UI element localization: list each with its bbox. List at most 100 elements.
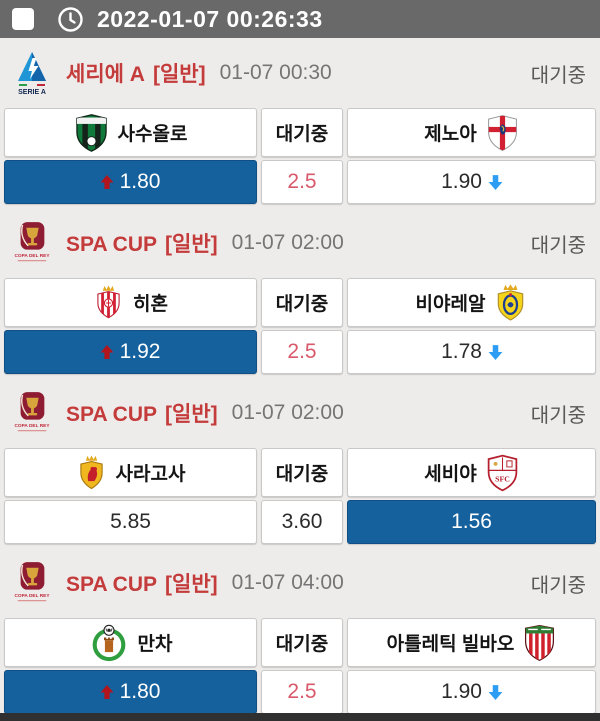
sevilla-logo: SFC	[486, 453, 519, 493]
home-team-cell: 만차	[4, 618, 257, 667]
match-time: 01-07 00:30	[219, 61, 332, 84]
genoa-logo	[486, 113, 519, 153]
home-team-cell: 사수올로	[4, 108, 257, 157]
league-name-text: SPA CUP	[66, 573, 158, 596]
odds-down-icon	[487, 344, 504, 361]
draw-label-cell: 대기중	[261, 278, 343, 327]
draw-label-cell: 대기중	[261, 108, 343, 157]
away-team-cell: 제노아	[347, 108, 596, 157]
match-section: COPA DEL REY SPA CUP [일반] 01-07 04:00 대기중	[0, 548, 600, 718]
draw-odds-button[interactable]: 2.5	[261, 670, 343, 714]
draw-label: 대기중	[275, 294, 329, 315]
league-name: SPA CUP [일반]	[66, 568, 218, 598]
odds-up-icon	[99, 174, 115, 190]
bottom-navigation-strip	[0, 713, 600, 721]
draw-odds-value: 2.5	[287, 340, 317, 363]
draw-odds-value: 3.60	[281, 510, 323, 533]
home-odds-button[interactable]: 1.80	[4, 160, 257, 204]
league-name: SPA CUP [일반]	[66, 398, 218, 428]
league-header: COPA DEL REY SPA CUP [일반] 01-07 02:00 대기중	[0, 208, 600, 278]
draw-label: 대기중	[275, 634, 329, 655]
away-odds-value: 1.90	[441, 680, 482, 703]
league-header: COPA DEL REY SPA CUP [일반] 01-07 04:00 대기중	[0, 548, 600, 618]
home-odds-value: 1.80	[119, 680, 161, 703]
odds-up-icon	[99, 344, 115, 360]
league-tag: [일반]	[165, 233, 218, 256]
svg-text:COPA DEL REY: COPA DEL REY	[14, 593, 50, 599]
athletic-bilbao-logo	[523, 623, 556, 663]
copa-del-rey-logo: COPA DEL REY	[12, 390, 52, 436]
odds-down-icon	[487, 174, 504, 191]
home-odds-button[interactable]: 1.80	[4, 670, 257, 714]
clock-icon	[57, 6, 84, 33]
draw-odds-button[interactable]: 3.60	[261, 500, 343, 544]
away-team-name: 제노아	[424, 124, 477, 145]
league-name-text: 세리에 A	[66, 63, 145, 86]
odds-down-icon	[487, 684, 504, 701]
draw-odds-value: 2.5	[287, 170, 317, 193]
mancha-logo	[89, 623, 129, 663]
checkbox[interactable]	[12, 8, 34, 30]
zaragoza-logo	[76, 453, 107, 493]
svg-text:COPA DEL REY: COPA DEL REY	[14, 423, 50, 429]
svg-text:SERIE A: SERIE A	[18, 89, 46, 96]
villarreal-logo	[494, 282, 527, 324]
draw-odds-button[interactable]: 2.5	[261, 330, 343, 374]
draw-label: 대기중	[275, 124, 329, 145]
away-team-cell: 세비야 SFC	[347, 448, 596, 497]
home-team-name: 히혼	[133, 294, 168, 315]
draw-odds-button[interactable]: 2.5	[261, 160, 343, 204]
match-section: COPA DEL REY SPA CUP [일반] 01-07 02:00 대기중…	[0, 378, 600, 548]
status-label: 대기중	[530, 64, 586, 87]
match-time: 01-07 02:00	[231, 231, 344, 254]
league-header: SERIE A 세리에 A [일반] 01-07 00:30 대기중	[0, 38, 600, 108]
home-odds-button[interactable]: 1.92	[4, 330, 257, 374]
away-team-cell: 비야레알	[347, 278, 596, 327]
svg-text:COPA DEL REY: COPA DEL REY	[14, 253, 50, 259]
sassuolo-logo	[74, 113, 109, 153]
away-odds-button[interactable]: 1.78	[347, 330, 596, 374]
match-section: SERIE A 세리에 A [일반] 01-07 00:30 대기중	[0, 38, 600, 208]
status-label: 대기중	[530, 404, 586, 427]
draw-label: 대기중	[275, 464, 329, 485]
league-name: 세리에 A [일반]	[66, 58, 206, 88]
status-label: 대기중	[530, 574, 586, 597]
away-team-name: 세비야	[424, 464, 477, 485]
match-time: 01-07 04:00	[231, 571, 344, 594]
top-status-bar: 2022-01-07 00:26:33	[0, 0, 600, 38]
draw-label-cell: 대기중	[261, 618, 343, 667]
match-section: COPA DEL REY SPA CUP [일반] 01-07 02:00 대기중	[0, 208, 600, 378]
home-team-cell: 사라고사	[4, 448, 257, 497]
away-odds-button[interactable]: 1.56	[347, 500, 596, 544]
away-odds-value: 1.78	[441, 340, 482, 363]
home-team-name: 만차	[137, 634, 173, 655]
serie-a-logo: SERIE A	[12, 50, 52, 96]
league-name-text: SPA CUP	[66, 403, 158, 426]
league-name-text: SPA CUP	[66, 233, 158, 256]
svg-text:SFC: SFC	[495, 474, 510, 483]
home-team-name: 사수올로	[117, 124, 188, 145]
match-time: 01-07 02:00	[231, 401, 344, 424]
copa-del-rey-logo: COPA DEL REY	[12, 560, 52, 606]
home-team-name: 사라고사	[115, 464, 186, 485]
league-tag: [일반]	[165, 573, 218, 596]
away-team-name: 아틀레틱 빌바오	[386, 634, 515, 655]
away-odds-value: 1.56	[451, 510, 492, 533]
odds-up-icon	[99, 684, 115, 700]
copa-del-rey-logo: COPA DEL REY	[12, 220, 52, 266]
away-odds-value: 1.90	[441, 170, 482, 193]
draw-label-cell: 대기중	[261, 448, 343, 497]
status-label: 대기중	[530, 234, 586, 257]
away-odds-button[interactable]: 1.90	[347, 160, 596, 204]
league-tag: [일반]	[165, 403, 218, 426]
away-team-cell: 아틀레틱 빌바오	[347, 618, 596, 667]
home-odds-value: 5.85	[110, 510, 151, 533]
home-odds-value: 1.80	[119, 170, 161, 193]
away-team-name: 비야레알	[415, 294, 486, 315]
home-odds-value: 1.92	[119, 340, 161, 363]
away-odds-button[interactable]: 1.90	[347, 670, 596, 714]
home-odds-button[interactable]: 5.85	[4, 500, 257, 544]
current-time-label: 2022-01-07 00:26:33	[97, 5, 323, 32]
gijon-logo	[93, 283, 124, 323]
league-header: COPA DEL REY SPA CUP [일반] 01-07 02:00 대기중	[0, 378, 600, 448]
